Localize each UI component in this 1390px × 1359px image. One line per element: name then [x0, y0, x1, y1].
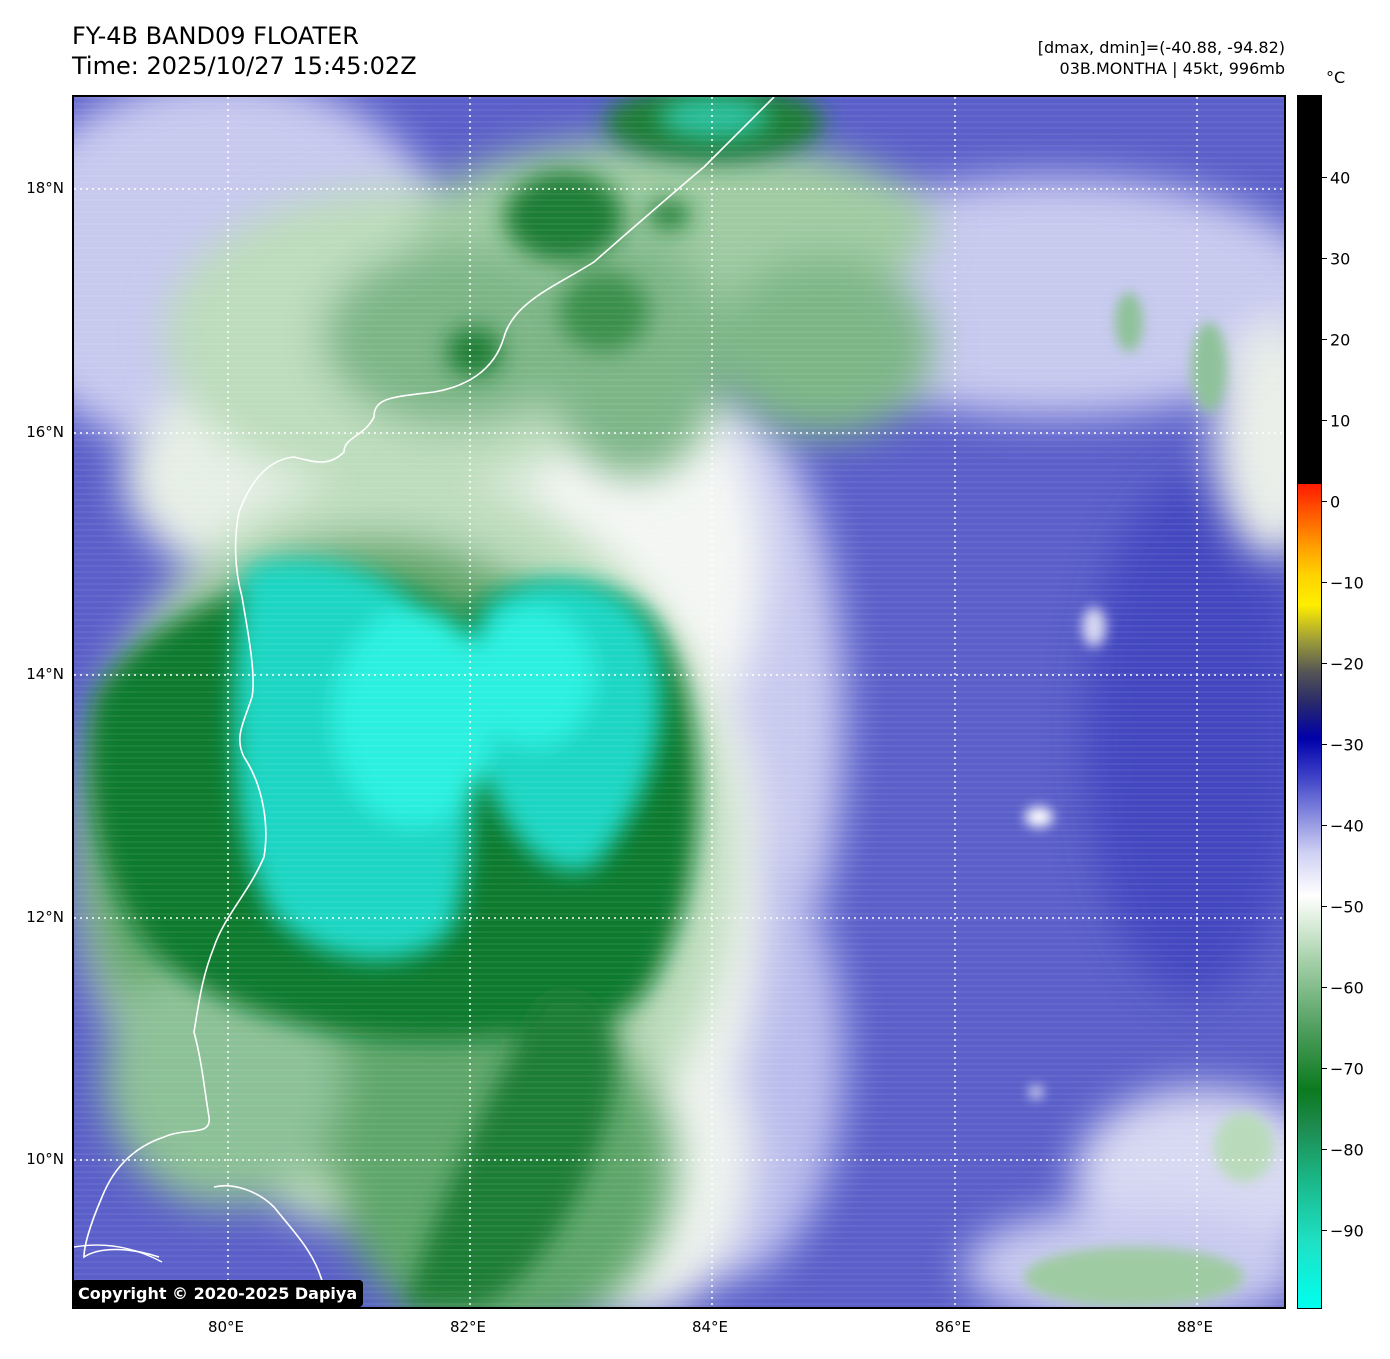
coastline-sri-lanka-tip	[74, 1244, 163, 1263]
colorbar-tick-minus10	[1322, 582, 1327, 583]
colorbar-tick-10	[1322, 420, 1327, 421]
lat-label-10n: 10°N	[26, 1150, 64, 1168]
satellite-map	[72, 95, 1286, 1309]
lat-label-12n: 12°N	[26, 908, 64, 926]
storm-info-text: 03B.MONTHA | 45kt, 996mb	[1059, 59, 1285, 78]
colorbar-unit: °C	[1326, 68, 1346, 87]
lat-label-18n: 18°N	[26, 179, 64, 197]
title-line-2: Time: 2025/10/27 15:45:02Z	[72, 52, 417, 80]
lon-label-88e: 88°E	[1176, 1318, 1214, 1336]
colorbar-label-30: 30	[1330, 249, 1351, 269]
colorbar-tick-minus40	[1322, 825, 1327, 826]
lon-label-84e: 84°E	[691, 1318, 729, 1336]
title-line-1: FY-4B BAND09 FLOATER	[72, 22, 359, 50]
colorbar-tick-minus50	[1322, 906, 1327, 907]
colorbar-tick-minus90	[1322, 1230, 1327, 1231]
colorbar-label-minus60: −60	[1330, 978, 1364, 998]
colorbar-tick-minus20	[1322, 663, 1327, 664]
colorbar-label-minus30: −30	[1330, 735, 1364, 755]
small-cloud-features	[1024, 292, 1274, 1307]
colorbar-tick-0	[1322, 501, 1327, 502]
colorbar-label-0: 0	[1330, 492, 1341, 512]
lat-label-16n: 16°N	[26, 423, 64, 441]
colorbar-tick-minus60	[1322, 987, 1327, 988]
colorbar-label-minus80: −80	[1330, 1140, 1364, 1160]
lon-label-80e: 80°E	[207, 1318, 245, 1336]
colorbar-label-20: 20	[1330, 330, 1351, 350]
temperature-colorbar	[1297, 95, 1322, 1309]
colorbar-label-minus40: −40	[1330, 816, 1364, 836]
colorbar-tick-40	[1322, 177, 1327, 178]
colorbar-tick-20	[1322, 339, 1327, 340]
scan-line-texture	[74, 97, 1284, 1307]
graticule	[74, 97, 1284, 1307]
lon-label-86e: 86°E	[934, 1318, 972, 1336]
colorbar-label-minus90: −90	[1330, 1221, 1364, 1241]
colorbar-label-minus70: −70	[1330, 1059, 1364, 1079]
lon-label-82e: 82°E	[449, 1318, 487, 1336]
colorbar-label-10: 10	[1330, 411, 1351, 431]
satellite-imagery	[74, 97, 1284, 1307]
colorbar-tick-minus70	[1322, 1068, 1327, 1069]
colorbar-label-minus50: −50	[1330, 897, 1364, 917]
colorbar-label-40: 40	[1330, 168, 1351, 188]
colorbar-tick-minus30	[1322, 744, 1327, 745]
colorbar-tick-minus80	[1322, 1149, 1327, 1150]
data-range-text: [dmax, dmin]=(-40.88, -94.82)	[1037, 38, 1285, 57]
colorbar-tick-30	[1322, 258, 1327, 259]
lat-label-14n: 14°N	[26, 665, 64, 683]
coastline	[83, 97, 775, 1259]
copyright-badge: Copyright © 2020-2025 Dapiya	[72, 1280, 364, 1307]
colorbar-label-minus20: −20	[1330, 654, 1364, 674]
colorbar-label-minus10: −10	[1330, 573, 1364, 593]
